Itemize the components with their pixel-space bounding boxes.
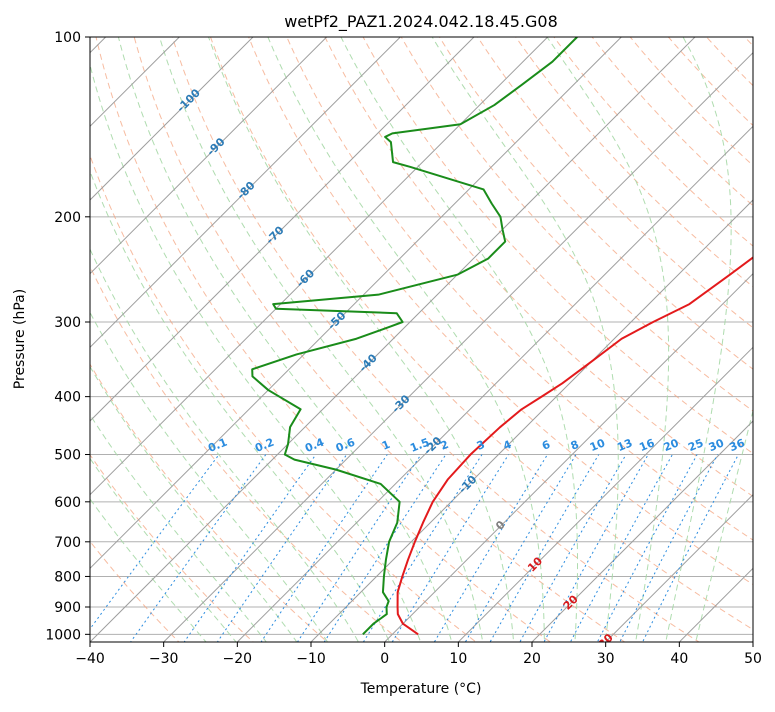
isotherm-line (589, 37, 775, 659)
mixing-ratio-label: 1 (380, 438, 392, 453)
moist-adiabat (0, 197, 220, 659)
mixing-ratio-line (611, 455, 717, 660)
moist-adiabat (209, 37, 515, 659)
mixing-ratio-line (250, 455, 387, 660)
mixing-ratio-line (206, 455, 347, 660)
x-tick-label: 20 (523, 651, 541, 667)
x-tick-label: 50 (744, 651, 762, 667)
x-tick-label: 30 (597, 651, 615, 667)
isotherm-line (515, 37, 775, 659)
mixing-ratio-line (634, 455, 738, 660)
mixing-ratio-label: 10 (588, 436, 607, 454)
x-tick-label: 40 (670, 651, 688, 667)
y-tick-label: 900 (54, 600, 81, 616)
mixing-ratio-line (511, 455, 627, 660)
plot-area: -100-90-80-70-60-50-40-30-20-10010203040… (0, 37, 775, 689)
temperature-line (398, 37, 775, 634)
moist-adiabat (662, 37, 731, 659)
mixing-ratio-label: 6 (540, 438, 552, 453)
x-tick-label: 0 (380, 651, 389, 667)
isotherm-label: 0 (493, 518, 508, 533)
isotherm-label: -40 (357, 351, 380, 374)
y-tick-label: 600 (54, 495, 81, 511)
x-tick-label: 10 (449, 651, 467, 667)
isotherm-label: -80 (234, 179, 257, 202)
x-axis-ticks: −40 −30 −20 −10 0 10 20 30 40 50 (75, 642, 762, 667)
isotherm-label: -70 (263, 223, 286, 246)
dry-adiabat (478, 37, 775, 659)
isotherm-line (736, 37, 775, 659)
dry-adiabat (592, 37, 775, 659)
moist-adiabat (692, 37, 775, 659)
y-tick-label: 1000 (45, 627, 81, 643)
isotherm-line (147, 37, 769, 659)
y-tick-label: 300 (54, 315, 81, 331)
x-tick-label: −10 (296, 651, 326, 667)
moist-adiabat (0, 167, 279, 659)
y-tick-label: 800 (54, 569, 81, 585)
pressure-gridlines (90, 37, 753, 634)
y-axis-ticks: 100 200 300 400 500 600 700 800 900 1000 (45, 30, 90, 643)
mixing-ratio-line (313, 455, 445, 660)
isotherms (0, 37, 775, 659)
isotherm-label: 40 (631, 669, 651, 689)
dry-adiabat (707, 37, 775, 659)
isotherm-label: -90 (204, 135, 227, 158)
isotherm-line (0, 37, 400, 659)
x-axis-label: Temperature (°C) (360, 681, 482, 697)
x-tick-label: −40 (75, 651, 105, 667)
moist-adiabat (1, 151, 309, 659)
mixing-ratio-label: 16 (637, 436, 656, 454)
mixing-ratio-label: 0.1 (206, 436, 229, 455)
x-tick-label: −30 (149, 651, 179, 667)
dry-adiabat (363, 37, 775, 659)
dry-adiabat (554, 37, 775, 659)
mixing-ratio-label: 25 (686, 436, 705, 454)
mixing-ratio-label: 36 (728, 436, 747, 454)
x-tick-label: −20 (223, 651, 253, 667)
y-tick-label: 100 (54, 30, 81, 46)
dry-adiabat (516, 37, 775, 659)
y-axis-label: Pressure (hPa) (12, 289, 28, 389)
mixing-ratio-label: 0.4 (303, 435, 326, 454)
dry-adiabat (172, 37, 726, 659)
dry-adiabat (668, 37, 775, 659)
y-tick-label: 400 (54, 390, 81, 406)
moist-adiabat (63, 84, 397, 659)
y-tick-label: 700 (54, 535, 81, 551)
plot-frame (90, 37, 753, 642)
mixing-ratio-label: 2 (439, 438, 451, 453)
mixing-ratio-line (535, 455, 648, 660)
y-tick-label: 200 (54, 210, 81, 226)
chart-title: wetPf2_PAZ1.2024.042.18.45.G08 (284, 12, 558, 32)
moist-adiabat (0, 182, 250, 659)
isotherm-line (220, 37, 775, 659)
isotherm-line (0, 37, 548, 659)
y-tick-label: 500 (54, 448, 81, 464)
isotherm-label: -60 (294, 267, 317, 290)
mixing-ratio-label: 30 (707, 436, 726, 454)
mixing-ratio-label: 8 (569, 438, 581, 453)
mixing-ratio-line (382, 455, 509, 660)
mixing-ratio-label: 0.2 (253, 436, 276, 455)
dry-adiabat (20, 37, 423, 659)
isotherm-line (0, 37, 253, 659)
